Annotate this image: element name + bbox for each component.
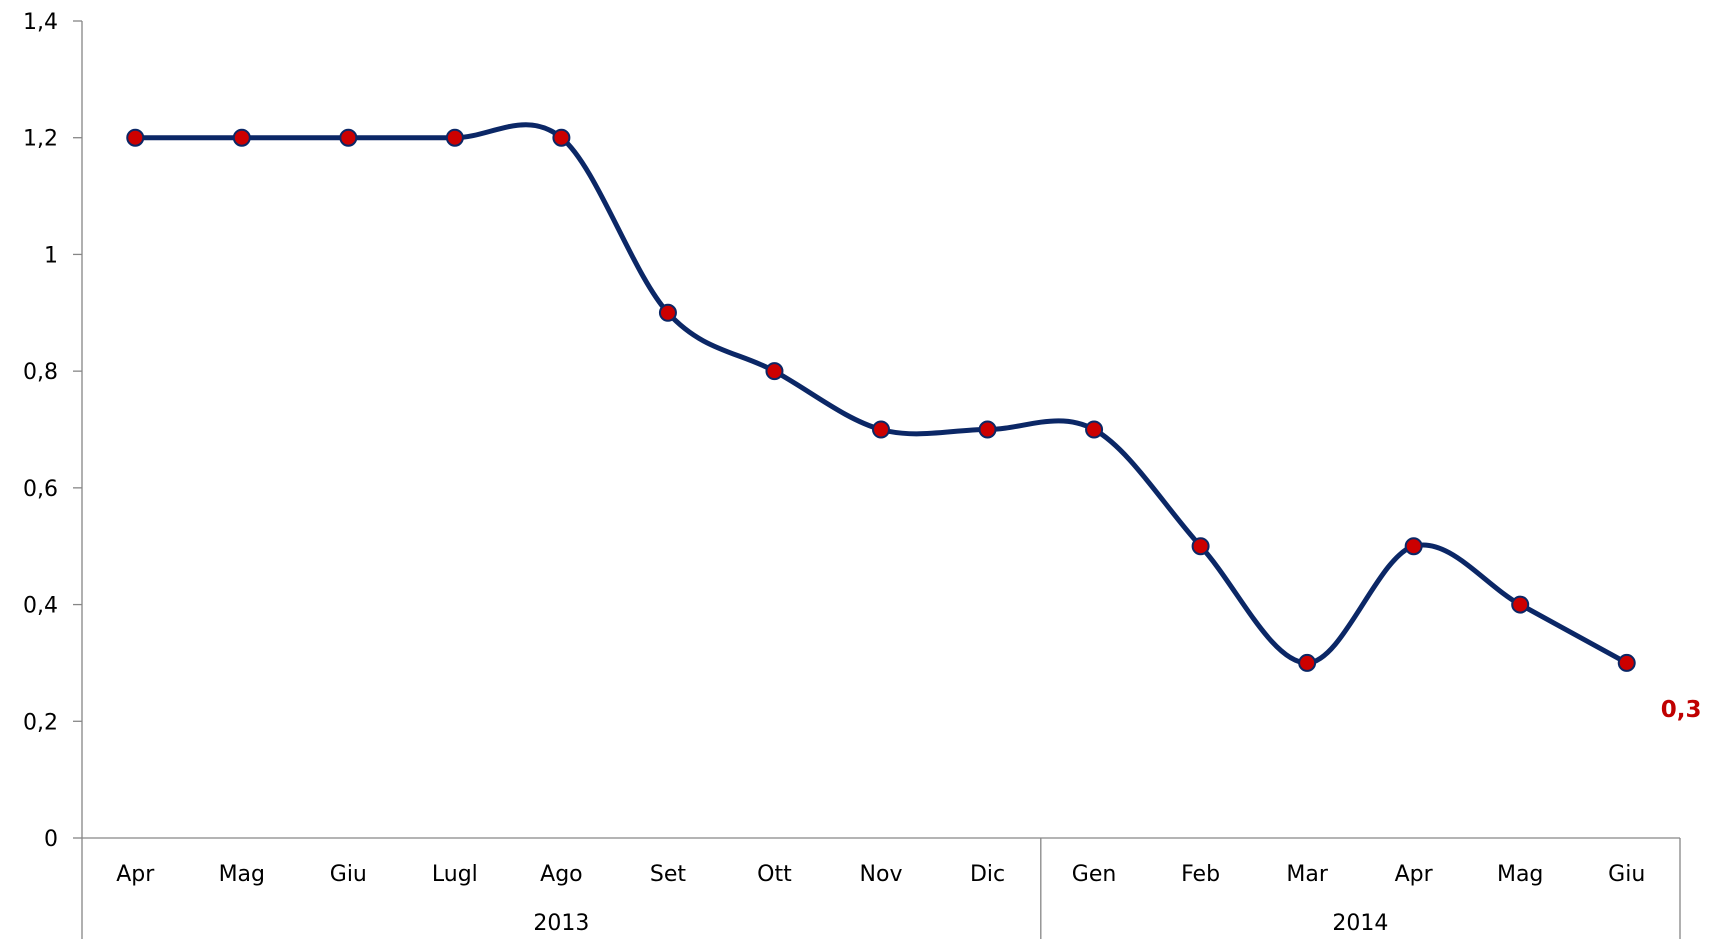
data-point — [1511, 595, 1530, 614]
x-tick-label: Set — [650, 862, 687, 887]
x-tick-label: Apr — [1395, 862, 1434, 887]
x-tick-label: Ott — [757, 862, 792, 887]
x-group-label: 2014 — [1332, 911, 1388, 936]
data-point — [1617, 653, 1636, 672]
series-line — [132, 122, 1630, 666]
x-tick-label: Feb — [1181, 862, 1220, 887]
x-tick-label: Mag — [219, 862, 265, 887]
x-tick-label: Lugl — [432, 862, 478, 887]
y-tick-label: 0,6 — [23, 477, 58, 502]
y-axis-ticks: 0 0,2 0,4 0,6 0,8 1 1,2 1,4 — [23, 10, 82, 852]
x-tick-label: Ago — [540, 862, 582, 887]
data-point — [445, 128, 464, 147]
axes — [81, 21, 1681, 939]
y-tick-label: 0,8 — [23, 360, 58, 385]
data-point — [552, 128, 571, 147]
data-point — [872, 420, 890, 439]
x-axis-ticks: Apr Mag Giu Lugl Ago Set Ott Nov Dic Gen Feb Mar Apr… — [116, 862, 1645, 936]
x-tick-label: Giu — [1608, 862, 1645, 887]
x-tick-label: Gen — [1072, 862, 1117, 887]
y-tick-label: 1,2 — [23, 127, 58, 152]
y-tick-label: 1,4 — [23, 10, 58, 35]
y-tick-label: 1 — [44, 243, 58, 268]
x-tick-label: Mag — [1497, 862, 1543, 887]
data-point — [658, 303, 677, 322]
last-value-label: 0,3 — [1661, 697, 1702, 723]
data-point — [1298, 653, 1317, 672]
y-tick-label: 0 — [44, 827, 58, 852]
x-group-label: 2013 — [533, 911, 589, 936]
series-markers — [126, 128, 1636, 672]
x-tick-label: Mar — [1286, 862, 1328, 887]
x-tick-label: Giu — [330, 862, 367, 887]
data-point — [978, 420, 997, 439]
x-tick-label: Apr — [116, 862, 155, 887]
data-point — [765, 362, 784, 381]
data-point — [1085, 420, 1104, 439]
data-point — [1191, 537, 1210, 556]
data-point — [339, 128, 358, 147]
y-tick-label: 0,2 — [23, 710, 58, 735]
data-point — [1404, 537, 1423, 556]
x-tick-label: Nov — [860, 862, 903, 887]
y-tick-label: 0,4 — [23, 594, 58, 619]
data-point — [232, 128, 251, 147]
data-point — [126, 128, 145, 147]
x-tick-label: Dic — [970, 862, 1005, 887]
